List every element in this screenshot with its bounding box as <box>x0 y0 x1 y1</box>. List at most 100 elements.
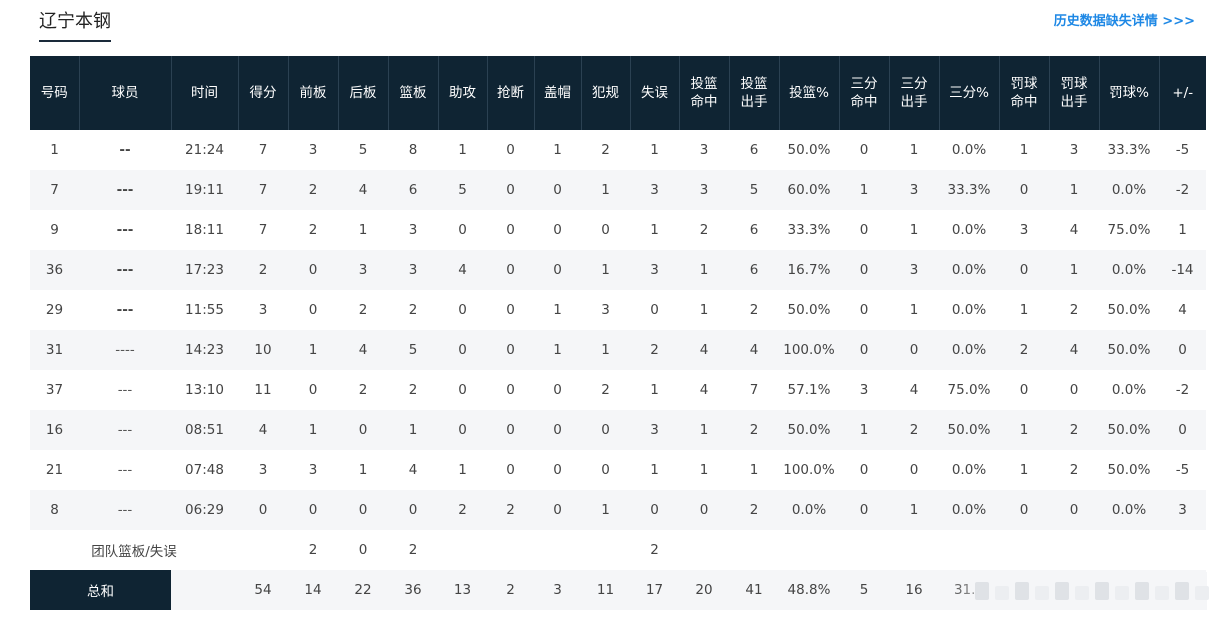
stat-cell: 0.0% <box>779 490 839 530</box>
stat-cell: 11:55 <box>171 290 238 330</box>
player-name-cell[interactable]: ---- <box>79 330 171 370</box>
team-stats-row: 团队篮板/失误 2 0 2 2 <box>30 530 1206 570</box>
total-stat-cell: 2 <box>487 570 534 610</box>
stat-cell: 21 <box>30 450 79 490</box>
player-row: 21 --- 07:48 3 3 1 4 1 0 0 0 1 1 1 100.0% 0 0 0.0% 1 2 50.0%… <box>30 450 1206 490</box>
stat-cell <box>889 530 939 570</box>
total-stat-cell: 13 <box>438 570 487 610</box>
stat-cell: 6 <box>729 210 779 250</box>
stat-cell: 0 <box>534 250 581 290</box>
stat-cell: 4 <box>679 330 729 370</box>
stat-cell: 31 <box>30 330 79 370</box>
stat-cell: 0 <box>438 330 487 370</box>
stat-cell: 1 <box>581 330 630 370</box>
column-header-label: 犯规 <box>592 85 619 101</box>
stat-cell: 8 <box>388 130 438 170</box>
stat-cell: 0.0% <box>1099 250 1159 290</box>
stat-cell: 2 <box>581 370 630 410</box>
stat-cell: 07:48 <box>171 450 238 490</box>
stat-cell: 3 <box>288 130 338 170</box>
stat-cell: 1 <box>889 130 939 170</box>
team-tab[interactable]: 辽宁本钢 <box>39 10 111 42</box>
stat-cell: 1 <box>630 370 679 410</box>
stat-cell: 50.0% <box>1099 450 1159 490</box>
stat-cell: 3 <box>1049 130 1099 170</box>
player-row: 7 --- 19:11 7 2 4 6 5 0 0 1 3 3 5 60.0% 1 3 33.3% 0 1 0.0% -2 <box>30 170 1206 210</box>
stat-cell: 0 <box>338 410 388 450</box>
player-name-cell[interactable]: --- <box>79 410 171 450</box>
stat-cell: 0 <box>438 210 487 250</box>
stat-cell: 0 <box>839 290 889 330</box>
player-name-cell[interactable]: -- <box>79 130 171 170</box>
player-name-cell[interactable]: --- <box>79 370 171 410</box>
column-header-label: 抢断 <box>497 85 524 101</box>
stat-cell: 5 <box>388 330 438 370</box>
stat-cell: 0 <box>1159 330 1206 370</box>
column-header-label: 号码 <box>40 85 68 101</box>
player-name-cell[interactable]: --- <box>79 170 171 210</box>
stat-cell: 1 <box>534 130 581 170</box>
stat-cell: 3 <box>238 450 288 490</box>
stat-cell: 1 <box>338 450 388 490</box>
column-header: 三分 出手 <box>889 56 940 130</box>
player-name-cell[interactable]: --- <box>79 290 171 330</box>
column-header: 号码 <box>30 56 80 130</box>
column-header: 罚球 命中 <box>999 56 1050 130</box>
stat-cell <box>487 530 534 570</box>
column-header: 投篮 出手 <box>729 56 780 130</box>
stat-cell: 33.3% <box>779 210 839 250</box>
stat-cell: 1 <box>729 450 779 490</box>
stat-cell: 3 <box>999 210 1049 250</box>
stat-cell: 0 <box>1049 490 1099 530</box>
stat-cell: 0 <box>999 250 1049 290</box>
stat-cell: 0 <box>839 490 889 530</box>
stat-cell: 50.0% <box>1099 410 1159 450</box>
stat-cell: 50.0% <box>1099 330 1159 370</box>
stat-cell: 6 <box>729 250 779 290</box>
stat-cell: 2 <box>388 530 438 570</box>
stat-cell: 50.0% <box>779 290 839 330</box>
stat-cell: 0 <box>438 290 487 330</box>
stat-cell: 0 <box>1159 410 1206 450</box>
player-name-cell[interactable]: --- <box>79 490 171 530</box>
stat-cell: 6 <box>388 170 438 210</box>
stat-cell: 1 <box>288 330 338 370</box>
stat-cell: 0 <box>889 450 939 490</box>
stat-cell: 100.0% <box>779 450 839 490</box>
stat-cell: 1 <box>1049 250 1099 290</box>
stat-cell: 2 <box>388 370 438 410</box>
stat-cell: 8 <box>30 490 79 530</box>
history-data-link[interactable]: 历史数据缺失详情 >>> <box>1053 14 1195 29</box>
stat-cell: 2 <box>388 290 438 330</box>
column-header: 篮板 <box>388 56 439 130</box>
stat-cell: 1 <box>999 290 1049 330</box>
player-row: 1 -- 21:24 7 3 5 8 1 0 1 2 1 3 6 50.0% 0 1 0.0% 1 3 33.3% -5 <box>30 130 1206 170</box>
column-header: 失误 <box>630 56 680 130</box>
player-row: 9 --- 18:11 7 2 1 3 0 0 0 0 1 2 6 33.3% 0 1 0.0% 3 4 75.0% 1 <box>30 210 1206 250</box>
column-header-label: 前板 <box>299 85 327 101</box>
stat-cell <box>534 530 581 570</box>
stat-cell: 0 <box>487 210 534 250</box>
stat-cell: 33.3% <box>1099 130 1159 170</box>
stat-cell: 7 <box>30 170 79 210</box>
stat-cell <box>581 530 630 570</box>
stat-cell: 0 <box>487 450 534 490</box>
column-header: 投篮% <box>779 56 840 130</box>
player-name-cell[interactable]: --- <box>79 250 171 290</box>
stat-cell: 75.0% <box>1099 210 1159 250</box>
stat-cell: 3 <box>388 210 438 250</box>
stat-cell: 3 <box>581 290 630 330</box>
stat-cell: 14:23 <box>171 330 238 370</box>
box-score-table: 号码 球员 时间 得分 前板 后板 篮板 助攻 抢断 盖帽 犯规 失误 投篮 命中 投篮 出手 投篮% 三分 命中三… <box>30 56 1206 610</box>
column-header-label: 投篮% <box>789 85 829 101</box>
stat-cell: 2 <box>889 410 939 450</box>
column-header: 罚球 出手 <box>1049 56 1100 130</box>
stat-cell: 3 <box>679 130 729 170</box>
stat-cell: 0 <box>534 490 581 530</box>
stat-cell: 1 <box>889 210 939 250</box>
player-name-cell[interactable]: --- <box>79 210 171 250</box>
player-name-cell[interactable]: --- <box>79 450 171 490</box>
stat-cell: 1 <box>679 450 729 490</box>
stat-cell: 5 <box>729 170 779 210</box>
stat-cell: 3 <box>630 170 679 210</box>
